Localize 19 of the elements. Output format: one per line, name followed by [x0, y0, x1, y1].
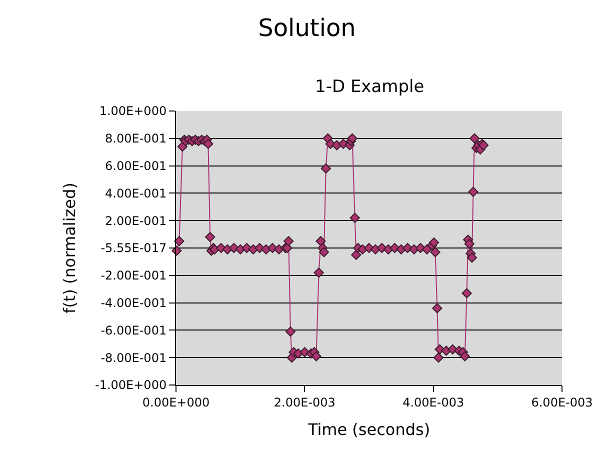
x-tick-label: 0.00E+000 [142, 395, 210, 410]
y-tick-label: -6.00E-001 [100, 323, 167, 338]
x-tick-label: 2.00E-003 [274, 395, 336, 410]
y-tick-label: -2.00E-001 [100, 268, 167, 283]
y-tick-label: 6.00E-001 [105, 159, 167, 173]
x-tick-label: 6.00E-003 [531, 395, 593, 410]
y-tick-label: -4.00E-001 [100, 296, 167, 310]
y-tick-label: 8.00E-001 [105, 132, 167, 146]
y-tick-label: 2.00E-001 [105, 214, 167, 228]
chart-title: Solution [258, 14, 356, 42]
y-tick-label: -1.00E+000 [95, 378, 167, 392]
x-tick-label: 4.00E-003 [402, 395, 464, 410]
y-tick-label: -8.00E-001 [100, 350, 167, 365]
y-tick-label: 4.00E-001 [105, 186, 167, 200]
y-tick-label: 1.00E+000 [99, 104, 167, 118]
y-axis-title: f(t) (normalized) [60, 182, 79, 314]
x-axis-title: Time (seconds) [306, 420, 430, 440]
chart-subtitle: 1-D Example [315, 77, 424, 97]
y-tick-label: -5.55E-017 [100, 241, 167, 256]
